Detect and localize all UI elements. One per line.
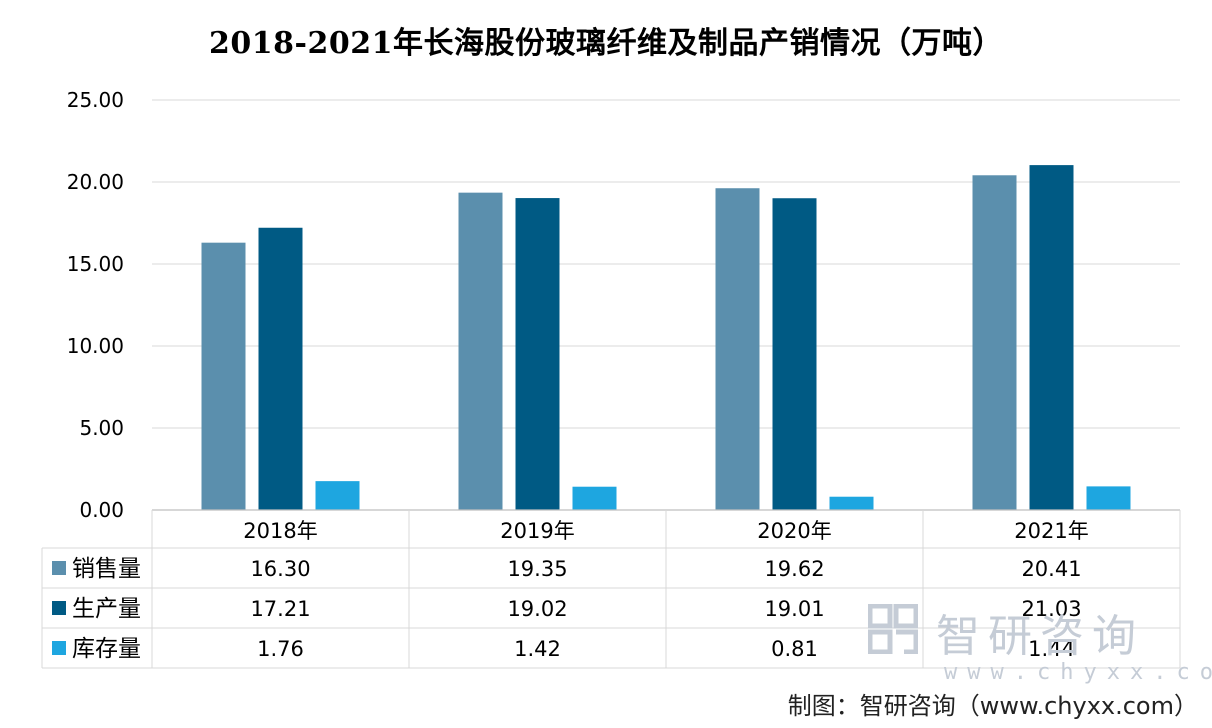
bar bbox=[515, 198, 560, 510]
data-label: 19.35 bbox=[507, 557, 567, 581]
source-note: 制图：智研咨询（www.chyxx.com） bbox=[787, 692, 1198, 720]
legend-label: 生产量 bbox=[72, 596, 141, 622]
data-label: 1.42 bbox=[514, 637, 561, 661]
bar bbox=[315, 481, 360, 510]
grid-lines bbox=[152, 99, 1180, 511]
x-tick-label: 2019年 bbox=[500, 519, 574, 543]
x-tick-label: 2021年 bbox=[1014, 519, 1088, 543]
watermark-url: www.chyxx.com bbox=[944, 660, 1212, 685]
data-label: 17.21 bbox=[250, 597, 310, 621]
data-label: 20.41 bbox=[1021, 557, 1081, 581]
legend-swatch bbox=[52, 561, 66, 575]
y-tick-label: 5.00 bbox=[79, 416, 124, 440]
bar bbox=[1086, 486, 1131, 510]
y-tick-label: 25.00 bbox=[67, 88, 124, 112]
bar bbox=[829, 496, 874, 510]
y-tick-label: 0.00 bbox=[79, 498, 124, 522]
data-label: 0.81 bbox=[771, 637, 818, 661]
bar bbox=[572, 486, 617, 510]
chart-title: 2018-2021年长海股份玻璃纤维及制品产销情况（万吨） bbox=[209, 26, 1003, 61]
data-label: 19.01 bbox=[764, 597, 824, 621]
brand-logo-icon bbox=[868, 604, 918, 654]
bar bbox=[458, 192, 503, 510]
bar bbox=[715, 188, 760, 510]
data-label: 1.44 bbox=[1028, 637, 1075, 661]
bar bbox=[258, 227, 303, 511]
data-label: 21.03 bbox=[1021, 597, 1081, 621]
data-label: 16.30 bbox=[250, 557, 310, 581]
legend-label: 销售量 bbox=[72, 556, 141, 582]
bar bbox=[972, 175, 1017, 510]
data-label: 19.62 bbox=[764, 557, 824, 581]
x-tick-label: 2018年 bbox=[243, 519, 317, 543]
watermark-brand: 智研咨询 bbox=[936, 611, 1144, 662]
bar bbox=[772, 198, 817, 510]
data-label: 1.76 bbox=[257, 637, 304, 661]
y-axis-ticks: 0.00 5.00 10.00 15.00 20.00 25.00 bbox=[67, 88, 124, 522]
legend-swatch bbox=[52, 641, 66, 655]
data-label: 19.02 bbox=[507, 597, 567, 621]
bar bbox=[1029, 165, 1074, 510]
bar bbox=[201, 242, 246, 510]
y-tick-label: 20.00 bbox=[67, 170, 124, 194]
y-tick-label: 15.00 bbox=[67, 252, 124, 276]
bars bbox=[201, 165, 1131, 511]
legend-label: 库存量 bbox=[72, 636, 141, 662]
y-tick-label: 10.00 bbox=[67, 334, 124, 358]
x-tick-label: 2020年 bbox=[757, 519, 831, 543]
legend-swatch bbox=[52, 601, 66, 615]
